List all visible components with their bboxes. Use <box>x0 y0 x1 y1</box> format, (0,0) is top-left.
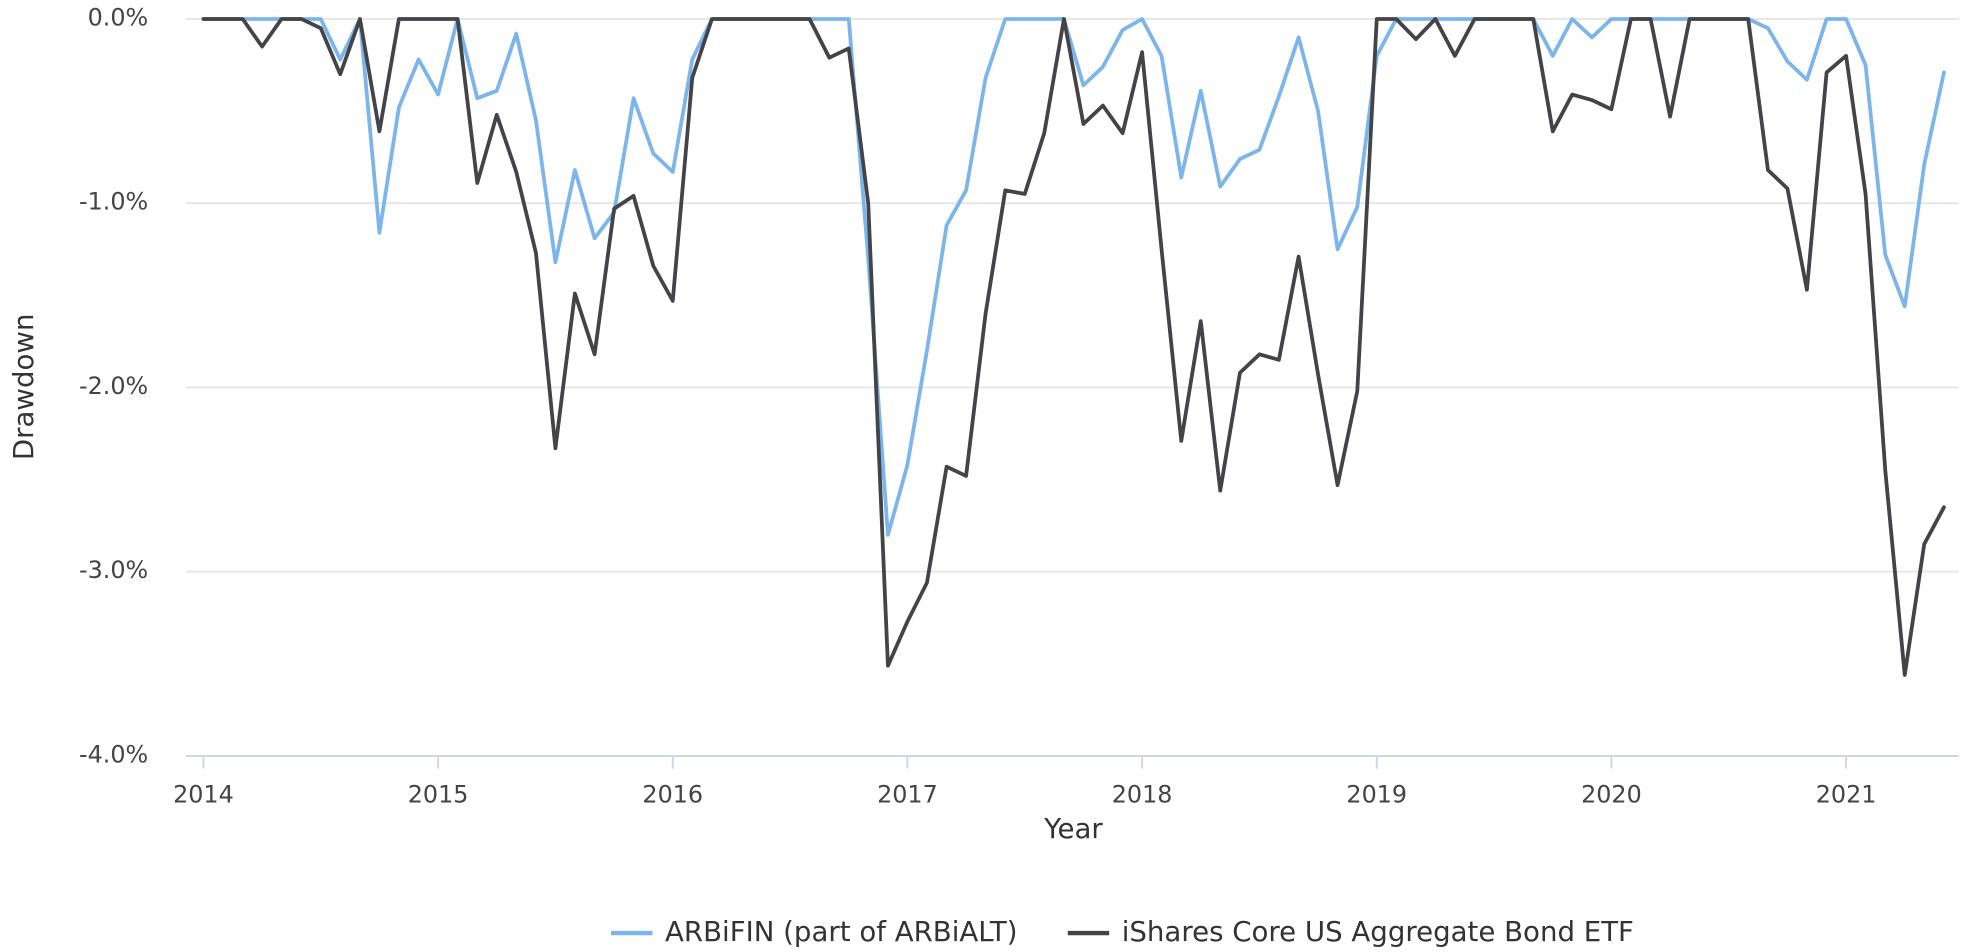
x-tick-label: 2021 <box>1816 781 1877 809</box>
series-line <box>201 17 1946 677</box>
y-tick-label: 0.0% <box>88 3 149 31</box>
x-tick-label: 2018 <box>1112 781 1173 809</box>
x-axis-title: Year <box>1043 812 1103 845</box>
y-tick-label: -1.0% <box>79 188 148 216</box>
x-tick-label: 2015 <box>408 781 469 809</box>
y-tick-label: -2.0% <box>79 372 148 400</box>
x-tick-label: 2020 <box>1581 781 1642 809</box>
legend-item: ARBiFIN (part of ARBiALT) <box>611 915 1018 948</box>
x-tick-label: 2016 <box>642 781 703 809</box>
series-line <box>201 17 1946 537</box>
y-axis-title: Drawdown <box>7 314 40 461</box>
legend-item: iShares Core US Aggregate Bond ETF <box>1067 915 1634 948</box>
legend-label: iShares Core US Aggregate Bond ETF <box>1122 915 1634 948</box>
y-tick-label: -4.0% <box>79 740 148 768</box>
y-tick-label: -3.0% <box>79 556 148 584</box>
x-tick-label: 2014 <box>173 781 234 809</box>
x-tick-label: 2019 <box>1346 781 1407 809</box>
legend: ARBiFIN (part of ARBiALT) iShares Core US… <box>611 915 1634 948</box>
x-tick-label: 2017 <box>877 781 938 809</box>
legend-label: ARBiFIN (part of ARBiALT) <box>665 915 1017 948</box>
